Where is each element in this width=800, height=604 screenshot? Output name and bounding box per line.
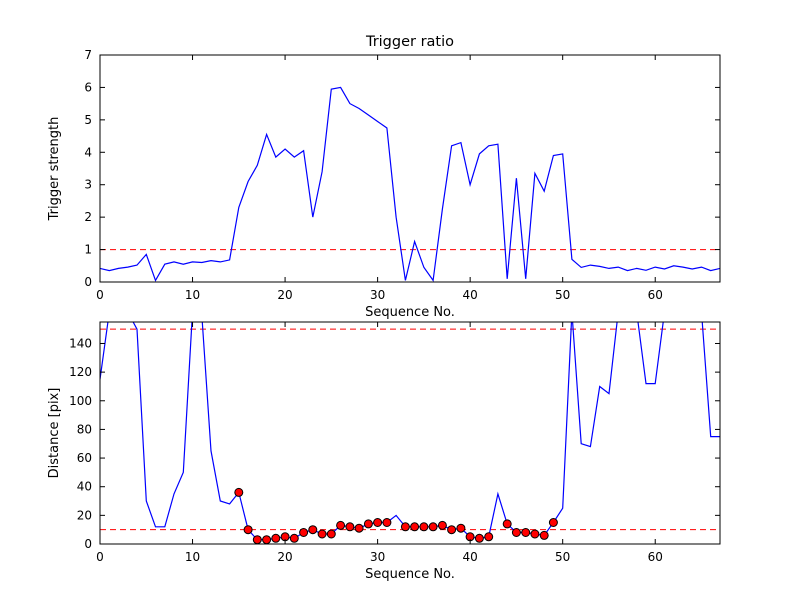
x-tick-label: 10 [185, 550, 200, 564]
x-tick-label: 40 [463, 288, 478, 302]
x-tick-label: 20 [277, 550, 292, 564]
subplot-1: 0 10 20 30 40 50 60 0 1 2 3 4 5 6 7 Trigger ratio Sequen… [47, 34, 721, 320]
data-marker [289, 533, 299, 543]
x-tick-label: 30 [370, 550, 385, 564]
x-tick-label: 30 [370, 288, 385, 302]
data-marker [271, 533, 281, 543]
data-marker [474, 533, 484, 543]
y-tick-label: 80 [77, 422, 92, 436]
data-marker [521, 528, 531, 537]
y-axis-label: Distance [pix] [47, 388, 62, 479]
x-tick-label: 60 [648, 550, 663, 564]
y-tick-label: 120 [69, 365, 92, 379]
data-marker [400, 522, 410, 532]
data-marker [548, 518, 558, 527]
data-marker [345, 522, 355, 532]
data-marker [437, 520, 447, 530]
data-marker [419, 522, 429, 532]
y-axis-label: Trigger strength [47, 117, 62, 222]
data-marker [262, 535, 272, 545]
y-tick-label: 140 [69, 336, 92, 350]
data-marker [234, 487, 244, 497]
y-tick-label: 4 [84, 145, 92, 159]
x-tick-label: 50 [555, 288, 570, 302]
subplot-2: 0 10 20 30 40 50 60 0 20 40 60 80 100 120 140 Sequence … [47, 321, 721, 582]
data-marker [308, 525, 318, 535]
data-marker [539, 530, 549, 540]
x-tick-label: 10 [185, 288, 200, 302]
x-tick-label: 20 [277, 288, 292, 302]
data-marker [326, 529, 336, 539]
data-marker [502, 519, 512, 529]
data-marker [484, 532, 494, 542]
data-marker [354, 523, 364, 533]
data-marker [299, 528, 309, 537]
axes-frame [99, 54, 721, 283]
x-tick-label: 60 [648, 288, 663, 302]
data-marker [363, 519, 373, 529]
y-tick-label: 0 [84, 537, 92, 551]
y-tick-label: 0 [84, 275, 92, 289]
data-marker [447, 525, 457, 535]
chart-title: Trigger ratio [365, 34, 454, 50]
data-line [100, 86, 720, 282]
y-tick-label: 60 [77, 451, 92, 465]
data-marker [382, 518, 392, 527]
data-marker [456, 523, 466, 533]
y-tick-label: 6 [84, 80, 92, 94]
axes-frame [99, 321, 721, 545]
x-tick-label: 50 [555, 550, 570, 564]
x-tick-label: 40 [463, 550, 478, 564]
x-tick-label: 0 [96, 288, 104, 302]
data-marker [243, 525, 253, 535]
y-tick-label: 3 [84, 178, 92, 192]
data-marker [252, 535, 262, 545]
y-tick-label: 7 [84, 48, 92, 62]
y-tick-label: 100 [69, 394, 92, 408]
data-marker [428, 522, 438, 532]
y-tick-label: 5 [84, 113, 92, 127]
x-axis-label: Sequence No. [365, 567, 455, 582]
y-tick-label: 20 [77, 508, 92, 522]
y-tick-label: 1 [84, 243, 92, 257]
x-tick-label: 0 [96, 550, 104, 564]
data-marker [530, 529, 540, 539]
y-tick-label: 2 [84, 210, 92, 224]
data-marker [373, 518, 383, 527]
data-marker [336, 520, 346, 530]
y-tick-label: 40 [77, 480, 92, 494]
data-marker [317, 529, 327, 539]
data-marker [410, 522, 420, 532]
x-axis-label: Sequence No. [365, 305, 455, 320]
data-line [100, 322, 720, 541]
data-marker [511, 528, 521, 537]
